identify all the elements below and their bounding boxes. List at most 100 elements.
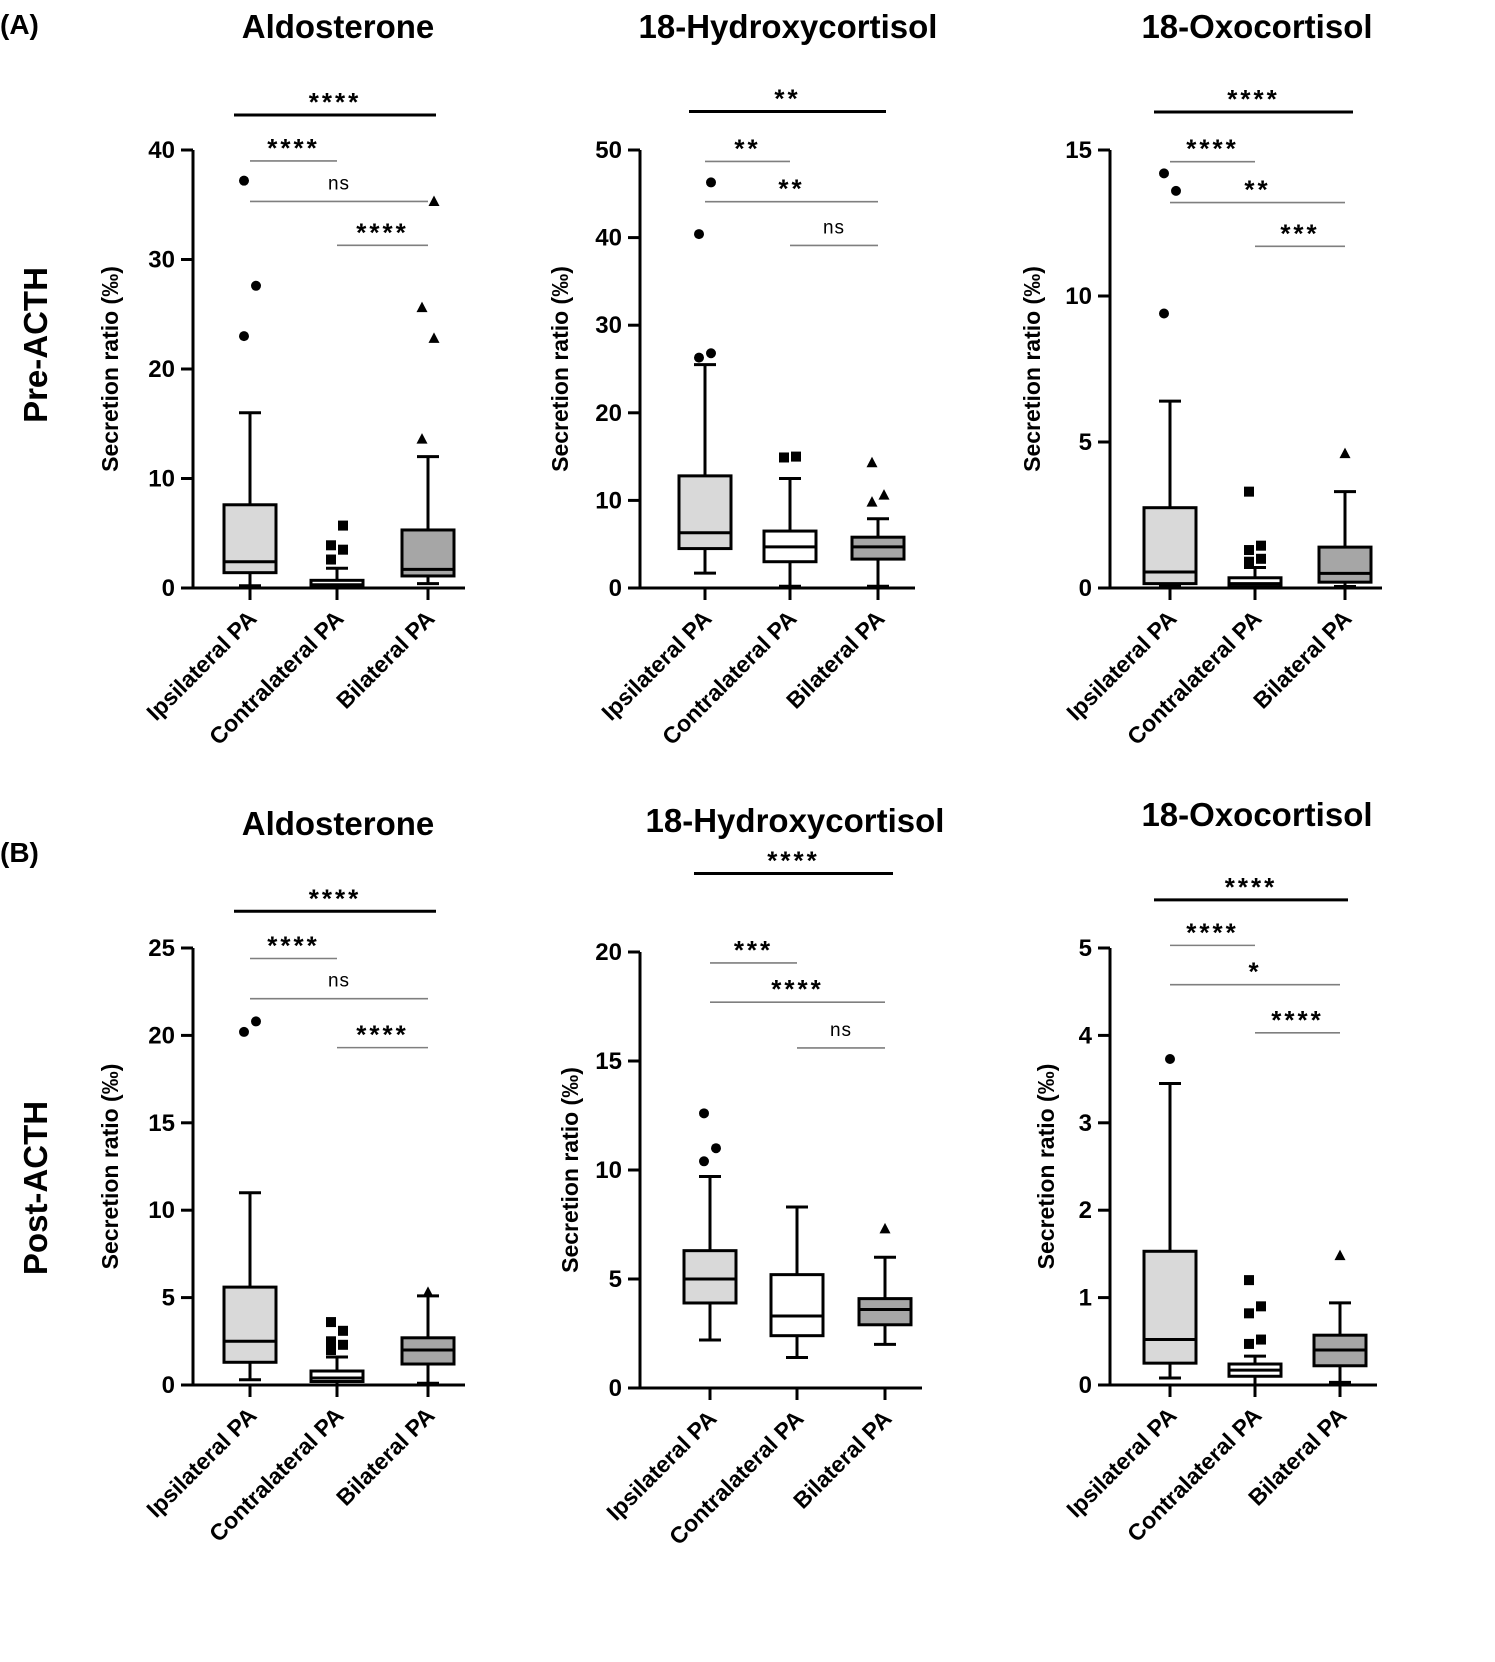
outlier-point [694,352,704,363]
y-tick-label: 10 [595,487,622,514]
outlier-point [326,554,336,565]
outlier-point [1159,308,1169,319]
significance-label: **** [309,87,361,117]
outlier-point [779,452,789,463]
outlier-point [326,540,336,551]
outlier-point [1244,1275,1254,1286]
significance-label: **** [1225,872,1277,902]
category-label-bilateral-pa: Bilateral PA [331,605,439,713]
y-tick-label: 30 [148,247,175,274]
significance-label: ** [778,174,804,204]
y-tick-label: 5 [609,1266,622,1293]
box-contralateral-pa [309,520,365,590]
outlier-point [422,1286,434,1297]
outlier-point [706,177,716,188]
significance-label: **** [767,846,819,876]
y-axis-label: Secretion ratio (‰) [97,1064,123,1270]
y-tick-label: 0 [609,1375,622,1402]
outlier-point [1244,556,1254,567]
significance-label: **** [356,1020,408,1050]
chart-title: 18-Oxocortisol [1141,796,1372,833]
y-axis-label: Secretion ratio (‰) [547,266,573,472]
box-bilateral-pa [850,456,906,588]
y-tick-label: 0 [162,1372,175,1399]
chart-title: Aldosterone [242,805,435,842]
outlier-point [416,301,428,313]
box-ipsilateral-pa [222,1016,278,1382]
box-contralateral-pa [1227,486,1283,590]
chart-pre-18-hydroxycortisol: 18-Hydroxycortisol Secretion ratio (‰) 0 10… [547,8,937,750]
outlier-point [338,520,348,531]
iqr-box [677,474,733,551]
outlier-point [1339,447,1351,459]
outlier-point [1244,1308,1254,1319]
outlier-point [699,1156,709,1167]
significance-label: **** [1227,84,1279,114]
significance-label: ** [774,83,800,113]
y-tick-label: 40 [595,225,622,252]
y-tick-label: 10 [148,1197,175,1224]
box-bilateral-pa [1312,1249,1368,1384]
significance-label: **** [267,133,319,163]
iqr-box [222,1285,278,1364]
outlier-point [1256,540,1266,551]
box-bilateral-pa [1317,447,1373,589]
outlier-point [338,544,348,555]
y-tick-label: 0 [162,575,175,602]
significance-label: *** [1280,218,1319,248]
significance-label: * [1248,957,1261,987]
chart-title: 18-Hydroxycortisol [639,8,938,45]
box-ipsilateral-pa [682,1108,738,1342]
y-tick-label: 4 [1079,1022,1093,1049]
outlier-point [1244,1338,1254,1349]
significance-label: **** [267,930,319,960]
significance-label: **** [771,974,823,1004]
outlier-point [1244,486,1254,497]
y-tick-label: 3 [1079,1110,1092,1137]
outlier-point [699,1108,709,1119]
outlier-point [428,332,440,343]
outlier-point [791,451,801,462]
significance-label: **** [356,217,408,247]
outlier-point [1171,185,1181,196]
y-tick-label: 40 [148,137,175,164]
y-tick-label: 15 [1065,137,1092,164]
outlier-point [1159,168,1169,179]
significance-label: **** [1186,917,1238,947]
y-axis-label: Secretion ratio (‰) [97,266,123,472]
outlier-point [1334,1249,1346,1261]
box-ipsilateral-pa [677,177,733,575]
outlier-point [326,1317,336,1328]
box-contralateral-pa [309,1317,365,1387]
outlier-point [251,280,261,291]
panel-label-b: (B) [0,837,39,868]
outlier-point [1256,553,1266,564]
chart-title: 18-Oxocortisol [1141,8,1372,45]
row-label-post-acth: Post-ACTH [17,1101,54,1275]
outlier-point [239,331,249,342]
y-tick-label: 2 [1079,1197,1092,1224]
y-tick-label: 1 [1079,1285,1092,1312]
significance-label: ns [830,1020,852,1041]
significance-label: **** [309,883,361,913]
outlier-point [251,1016,261,1027]
outlier-point [866,456,878,468]
y-tick-label: 20 [148,356,175,383]
outlier-point [879,1222,891,1234]
y-tick-label: 20 [148,1022,175,1049]
significance-label: **** [1186,134,1238,164]
outlier-point [1244,545,1254,556]
outlier-point [326,1336,336,1347]
significance-label: ns [328,971,350,992]
y-tick-label: 30 [595,312,622,339]
outlier-point [878,489,890,500]
outlier-point [416,433,428,444]
box-contralateral-pa [769,1205,825,1359]
y-tick-label: 50 [595,137,622,164]
outlier-point [239,175,249,186]
outlier-point [706,348,716,359]
y-tick-label: 10 [595,1157,622,1184]
significance-label: **** [1271,1005,1323,1035]
